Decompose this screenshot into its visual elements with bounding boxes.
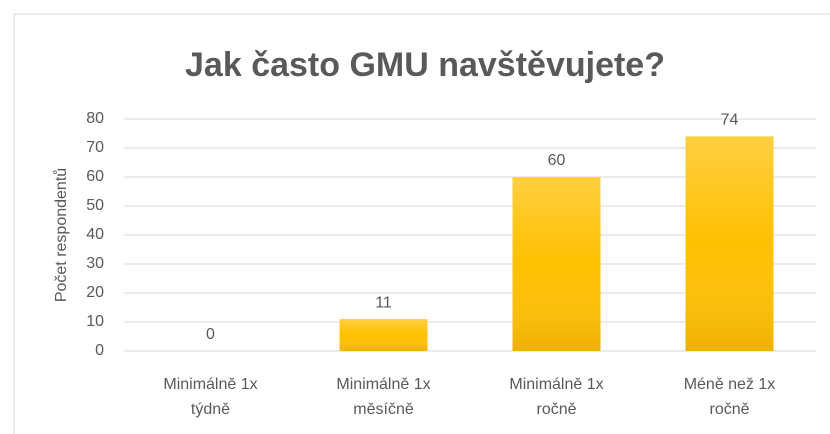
chart-frame — [13, 13, 830, 434]
bar-shade — [339, 319, 428, 351]
y-tick-label: 70 — [86, 139, 104, 156]
x-tick-label: Minimálně 1x ročně — [509, 376, 604, 418]
y-tick-label: 80 — [86, 110, 104, 127]
value-label: 74 — [721, 112, 739, 129]
bar-shade — [685, 136, 774, 351]
y-axis-label: Počet respondentů — [52, 168, 70, 302]
y-tick-label: 20 — [86, 284, 104, 301]
x-tick-label: Méně než 1x ročně — [683, 376, 776, 418]
y-tick-label: 30 — [86, 255, 104, 272]
chart-title: Jak často GMU navštěvujete? — [185, 46, 665, 84]
y-tick-label: 50 — [86, 197, 104, 214]
value-label: 11 — [375, 294, 392, 311]
x-tick-label: Minimálně 1x týdně — [163, 376, 258, 418]
y-tick-label: 0 — [95, 342, 104, 359]
value-label: 60 — [548, 152, 566, 169]
y-tick-label: 60 — [86, 168, 104, 185]
y-tick-label: 40 — [86, 226, 104, 243]
y-tick-label: 10 — [86, 313, 104, 330]
bar-shade — [512, 177, 601, 351]
x-tick-label: Minimálně 1x měsíčně — [336, 376, 431, 418]
value-label: 0 — [206, 326, 215, 343]
